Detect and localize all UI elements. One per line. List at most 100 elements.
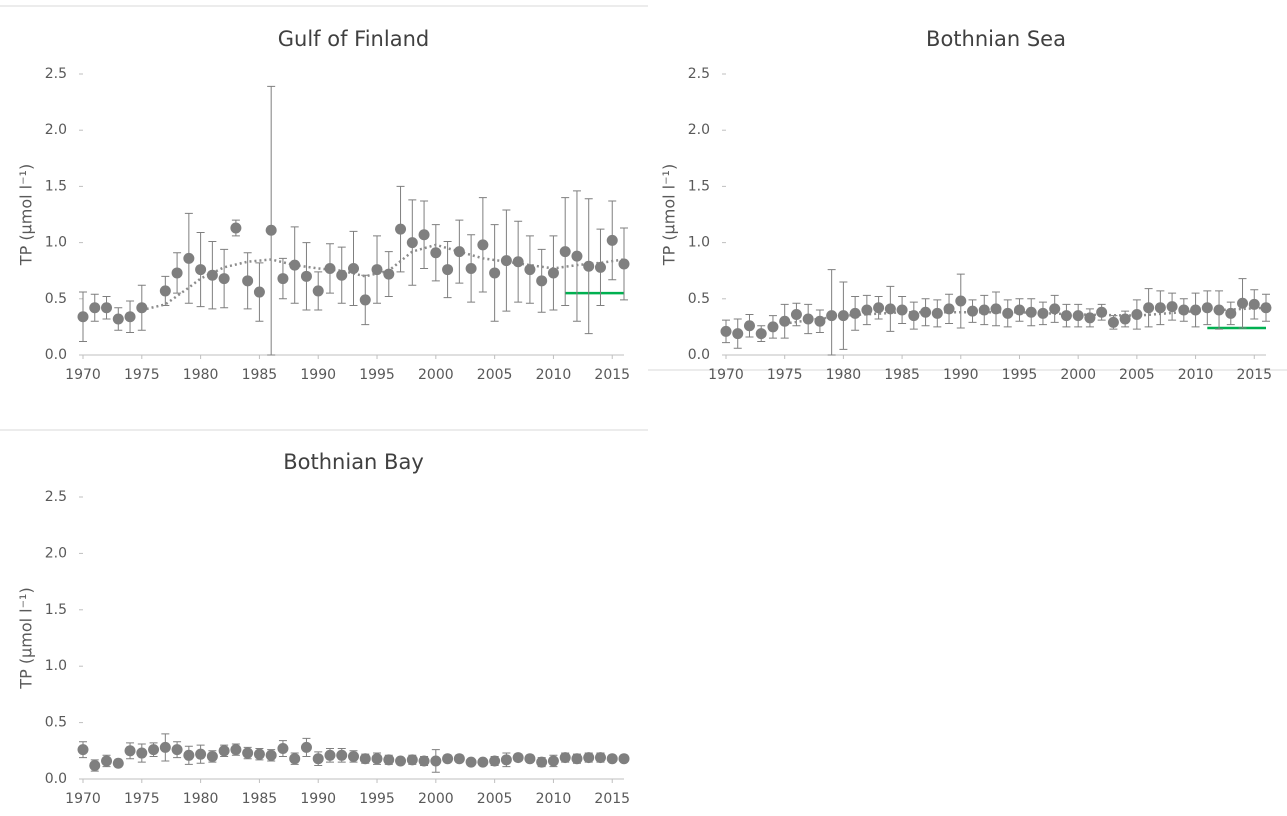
data-point [955, 295, 967, 307]
data-point [1049, 303, 1061, 315]
data-point [406, 237, 418, 249]
data-point [802, 313, 814, 325]
data-point [383, 754, 395, 766]
data-point [743, 320, 755, 332]
x-tick-label: 2005 [477, 791, 513, 807]
data-point [348, 750, 359, 762]
data-point [826, 310, 838, 322]
data-point [206, 750, 218, 762]
data-point [790, 309, 802, 321]
data-point [324, 262, 336, 274]
data-point [978, 304, 990, 316]
data-point [500, 754, 512, 766]
data-point [1107, 316, 1119, 328]
data-point [336, 749, 348, 761]
x-tick-label: 2005 [477, 367, 513, 383]
data-point [920, 306, 932, 318]
data-point [618, 753, 630, 765]
data-point [512, 256, 524, 268]
y-tick-label: 0.5 [45, 715, 67, 731]
data-point [1096, 306, 1108, 318]
data-point [594, 752, 606, 764]
data-point [1072, 310, 1084, 322]
data-point [814, 315, 826, 327]
data-point [559, 752, 571, 764]
data-point [583, 260, 595, 272]
data-point [1248, 298, 1260, 310]
data-point [253, 748, 265, 760]
x-tick-label: 1990 [300, 791, 336, 807]
x-tick-label: 1975 [124, 791, 160, 807]
data-point [547, 755, 559, 767]
data-point [618, 258, 630, 270]
data-point [779, 315, 791, 327]
data-point [1131, 309, 1143, 321]
x-tick-label: 1980 [826, 367, 862, 383]
data-point [720, 325, 732, 337]
data-point [524, 264, 536, 276]
data-point [477, 239, 489, 251]
x-tick-label: 1990 [943, 367, 979, 383]
data-point [183, 749, 195, 761]
x-tick-label: 2000 [418, 367, 454, 383]
data-point [218, 745, 230, 757]
data-point [89, 302, 101, 314]
data-point [218, 273, 230, 285]
data-point [1013, 304, 1025, 316]
data-point [967, 305, 979, 317]
data-point [1119, 313, 1131, 325]
data-point [242, 747, 254, 759]
x-tick-label: 1975 [767, 367, 803, 383]
data-point [536, 275, 548, 287]
data-point [442, 264, 454, 276]
data-point [312, 753, 324, 765]
data-point [159, 285, 171, 297]
data-point [861, 304, 873, 316]
x-tick-label: 2000 [418, 791, 454, 807]
data-point [606, 234, 618, 246]
data-point [324, 749, 336, 761]
data-point [1213, 304, 1225, 316]
x-tick-label: 2015 [1236, 367, 1272, 383]
data-point [500, 255, 512, 267]
data-point [136, 747, 148, 759]
y-tick-label: 2.0 [688, 122, 710, 138]
data-point [908, 310, 920, 322]
data-point [1201, 302, 1213, 314]
y-tick-label: 0.5 [688, 291, 710, 307]
y-axis-label: TP (µmol l⁻¹) [17, 587, 36, 689]
data-point [418, 229, 430, 241]
data-point [265, 224, 277, 236]
x-tick-label: 2015 [594, 791, 630, 807]
x-tick-label: 2010 [536, 367, 572, 383]
data-point [253, 286, 265, 298]
data-point [489, 267, 501, 279]
x-tick-label: 2005 [1119, 367, 1155, 383]
data-point [183, 252, 195, 264]
data-point [148, 744, 160, 756]
data-point [943, 303, 955, 315]
data-point [1025, 306, 1037, 318]
data-point [1037, 307, 1049, 319]
data-point [1166, 301, 1178, 313]
x-tick-label: 1995 [1002, 367, 1038, 383]
x-tick-label: 2000 [1060, 367, 1096, 383]
y-tick-label: 1.5 [45, 178, 67, 194]
y-tick-label: 2.0 [45, 122, 67, 138]
data-point [89, 759, 101, 771]
y-tick-label: 2.0 [45, 545, 67, 561]
data-point [583, 752, 595, 764]
data-point [465, 756, 477, 768]
data-point [371, 753, 383, 765]
data-point [1084, 312, 1096, 324]
y-tick-label: 1.0 [45, 235, 67, 251]
y-tick-label: 0.0 [45, 771, 67, 787]
data-point [395, 755, 407, 767]
data-point [336, 269, 348, 281]
data-point [77, 744, 89, 756]
data-point [430, 247, 442, 259]
data-point [289, 259, 301, 271]
x-tick-label: 1970 [65, 367, 101, 383]
data-point [348, 262, 359, 274]
y-tick-label: 2.5 [45, 66, 67, 82]
